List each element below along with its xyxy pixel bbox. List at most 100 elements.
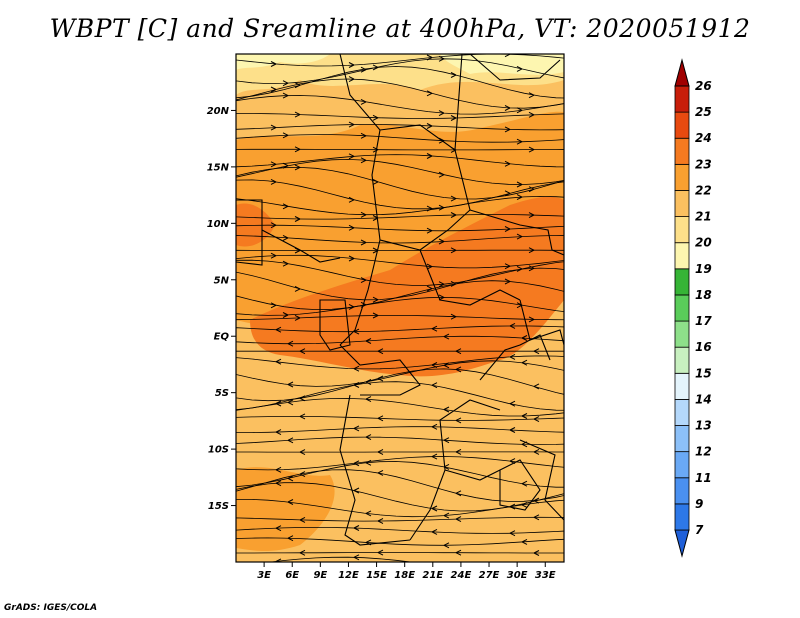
- colorbar-segment: [674, 451, 690, 479]
- streamline-arrow: [443, 512, 450, 519]
- streamline-arrow: [270, 222, 277, 229]
- streamline-arrow: [521, 413, 528, 419]
- border-line: [479, 334, 551, 381]
- streamline-arrow: [443, 333, 450, 340]
- streamline-arrow: [516, 233, 523, 240]
- streamline-arrow: [528, 265, 535, 272]
- streamline-arrow: [455, 549, 462, 556]
- streamline-arrow: [270, 252, 277, 259]
- streamline-arrow: [521, 480, 528, 487]
- border-line: [499, 459, 541, 511]
- streamline-arrow: [504, 126, 511, 133]
- streamline-arrow: [431, 505, 438, 512]
- x-tick-label: 3E: [257, 570, 271, 581]
- colorbar-segment: [674, 137, 690, 165]
- streamline-arrow: [455, 417, 462, 424]
- streamline: [236, 516, 564, 522]
- streamline-arrow: [377, 549, 384, 556]
- map-frame: [235, 53, 565, 563]
- streamline-arrow: [426, 123, 433, 129]
- streamline-arrow: [516, 138, 523, 145]
- x-tick-label: 33E: [535, 570, 556, 581]
- streamline: [236, 397, 564, 417]
- streamline-arrow: [450, 72, 457, 78]
- streamline-arrow: [438, 238, 445, 245]
- streamline-arrow: [294, 285, 301, 292]
- colorbar: 7 9 11 12 13 14 15 16 17 18 19 20 21 22 23 24 25 26: [674, 58, 712, 558]
- x-tick-label: 27E: [479, 570, 500, 581]
- streamline-arrow: [287, 340, 294, 347]
- streamline-arrow: [533, 416, 540, 423]
- colorbar-segment: [674, 242, 690, 270]
- streamline-arrow: [504, 105, 511, 111]
- streamline-arrow: [516, 107, 523, 114]
- streamline-arrow: [270, 124, 277, 131]
- streamline: [236, 325, 564, 333]
- border-line: [469, 209, 564, 256]
- colorbar-segment: [674, 268, 690, 296]
- streamline: [236, 224, 564, 232]
- streamline: [236, 166, 564, 200]
- border-line: [519, 439, 564, 521]
- streamline-arrow: [450, 313, 457, 320]
- streamline-arrow: [299, 449, 306, 456]
- streamline-arrow: [275, 429, 282, 436]
- streamline: [236, 426, 564, 433]
- streamline-arrow: [372, 114, 379, 121]
- streamline-arrow: [455, 490, 462, 497]
- streamline-arrow: [450, 212, 457, 218]
- colorbar-label: 11: [695, 471, 712, 485]
- streamline-arrow: [438, 171, 445, 178]
- x-tick-label: 6E: [285, 570, 299, 581]
- streamline-arrow: [504, 278, 511, 285]
- streamline-arrow: [504, 54, 511, 58]
- colorbar-segment: [674, 372, 690, 400]
- streamline: [236, 66, 564, 99]
- streamline-arrow: [287, 535, 294, 542]
- streamline: [236, 58, 564, 85]
- streamline-arrow: [521, 501, 528, 508]
- streamline-arrow: [270, 161, 277, 168]
- colorbar-label: 20: [695, 236, 712, 250]
- streamline: [236, 124, 564, 131]
- streamline-arrow: [282, 312, 289, 318]
- colorbar-segment: [674, 216, 690, 244]
- streamline: [236, 179, 564, 210]
- streamline-arrow: [516, 65, 523, 72]
- streamline-arrow: [299, 516, 306, 523]
- streamline-arrow: [377, 449, 384, 455]
- y-tick-label: 15S: [208, 501, 229, 512]
- streamline-arrow: [348, 255, 355, 262]
- streamline-arrow: [348, 76, 355, 83]
- streamline-arrow: [438, 110, 445, 117]
- streamline-arrow: [287, 381, 294, 388]
- streamline-arrow: [372, 296, 379, 303]
- streamline-arrow: [275, 466, 282, 473]
- streamline-arrow: [372, 312, 379, 319]
- border-line: [261, 229, 341, 263]
- x-tick-label: 15E: [366, 570, 387, 581]
- streamline-arrow: [528, 111, 535, 118]
- streamline-arrow: [533, 448, 540, 455]
- colorbar-label: 17: [695, 314, 712, 328]
- streamline-arrow: [365, 396, 372, 403]
- streamline-arrow: [360, 211, 367, 218]
- streamline: [236, 416, 564, 421]
- streamline: [236, 254, 564, 269]
- x-tick-label: 21E: [422, 570, 443, 581]
- colorbar-label: 23: [695, 157, 712, 171]
- streamline-arrow: [353, 365, 360, 372]
- streamline-arrow: [521, 335, 528, 341]
- streamline: [236, 499, 564, 518]
- streamline-arrow: [533, 514, 540, 521]
- streamline-arrow: [450, 115, 457, 121]
- field-19-north: [236, 54, 330, 70]
- streamlines: [236, 54, 564, 562]
- streamline-arrow: [365, 459, 372, 466]
- streamline-arrow: [504, 226, 511, 232]
- streamline: [236, 381, 564, 411]
- streamline: [236, 113, 564, 119]
- streamline-arrow: [455, 366, 462, 373]
- streamline-arrow: [377, 518, 384, 524]
- streamline: [236, 235, 564, 244]
